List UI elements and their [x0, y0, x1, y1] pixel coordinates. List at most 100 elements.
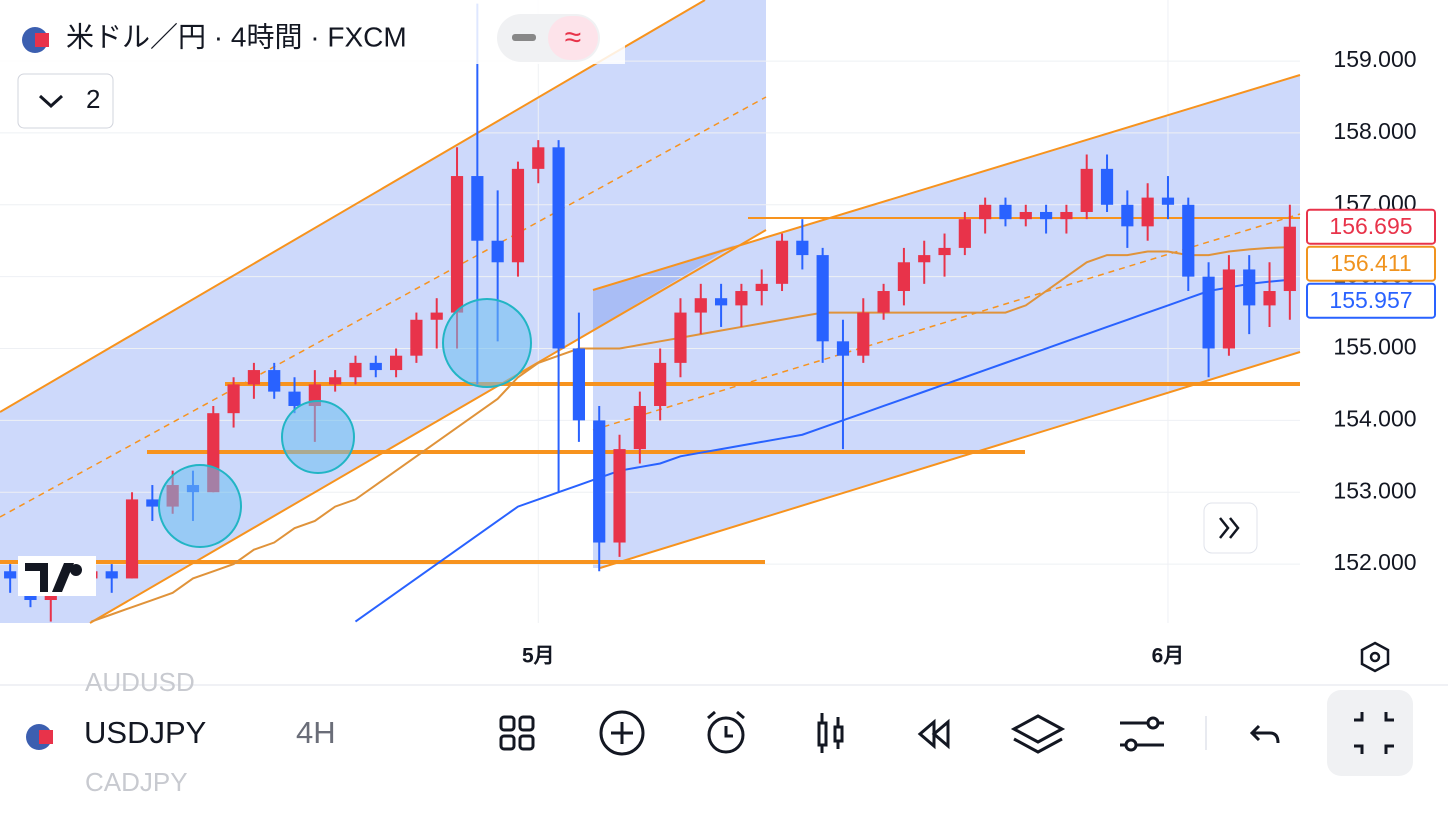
moving-average	[91, 246, 1290, 623]
candle-body	[877, 291, 890, 313]
flag-icon	[35, 33, 49, 47]
add-icon[interactable]	[599, 710, 645, 756]
candle-body	[227, 384, 240, 414]
candle-body	[1202, 276, 1215, 349]
candle-body	[755, 283, 768, 292]
candle-body	[146, 499, 159, 507]
candle-body	[816, 255, 829, 342]
settings-icon[interactable]	[1360, 641, 1390, 673]
channel-fill	[593, 245, 735, 330]
candle-body	[532, 147, 545, 169]
scroll-button[interactable]	[1203, 502, 1258, 554]
channel-fill	[593, 75, 1300, 568]
y-tick-label: 154.000	[1333, 405, 1416, 431]
candle-body	[369, 362, 382, 371]
status-icon-bg	[548, 16, 598, 60]
candle-body	[1080, 168, 1093, 212]
candle-body	[410, 319, 423, 356]
footer-bg	[0, 700, 470, 770]
circle-marker	[442, 298, 532, 388]
candle-body	[390, 355, 403, 371]
candle-body	[1040, 211, 1053, 220]
candle-body	[125, 499, 139, 579]
candle-body	[349, 362, 362, 378]
candle-body	[491, 240, 504, 263]
candle-body	[511, 168, 525, 263]
circle-marker	[158, 464, 242, 548]
candles	[4, 3, 1296, 623]
candle-body	[775, 240, 789, 284]
channel-line	[0, 0, 706, 413]
layers-icon[interactable]	[1010, 714, 1066, 754]
candle-body	[247, 370, 260, 385]
scroll-icon	[1219, 517, 1230, 539]
title: 米ドル／円 · 4時間 · FXCM	[66, 21, 407, 52]
drawings	[0, 0, 1301, 624]
candle-body	[268, 370, 281, 392]
indicator-toggle[interactable]	[17, 73, 114, 129]
price-label: 156.695	[1329, 213, 1412, 239]
candle-body	[715, 298, 728, 306]
undo-icon[interactable]	[1249, 724, 1280, 744]
candle-body	[1222, 269, 1235, 349]
layout-icon	[499, 734, 516, 751]
channel-mid	[0, 96, 767, 518]
candle-body	[613, 449, 626, 543]
replay-icon[interactable]	[917, 718, 950, 750]
price-label: 156.411	[1330, 250, 1411, 276]
status-icon: ≈	[565, 21, 581, 54]
scroll-icon	[1229, 517, 1240, 539]
layout-icon	[518, 734, 535, 751]
candle-body	[1243, 269, 1256, 306]
next-symbol: CADJPY	[85, 767, 188, 797]
y-tick-label: 158.000	[1333, 118, 1416, 144]
candle-body	[552, 147, 565, 349]
interval[interactable]: 4H	[296, 715, 336, 750]
fullscreen-button[interactable]	[1327, 690, 1413, 776]
candle-body	[1019, 211, 1032, 220]
candle-body	[1100, 168, 1114, 205]
candle-body	[450, 176, 464, 313]
y-tick-label: 152.000	[1333, 549, 1416, 575]
candle-body	[633, 405, 646, 450]
candle-body	[836, 341, 850, 356]
candle-body	[918, 255, 931, 263]
symbol[interactable]: USDJPY	[84, 715, 206, 750]
candle-body	[430, 312, 443, 320]
y-tick-label: 159.000	[1333, 46, 1416, 72]
candle-body	[796, 240, 809, 256]
candle-icon	[820, 713, 840, 753]
price-label-box	[1306, 282, 1436, 319]
candle-body	[999, 204, 1012, 220]
candle-body	[1121, 204, 1134, 227]
alert-icon[interactable]	[707, 716, 745, 754]
candle-body	[288, 391, 301, 406]
candle-body	[938, 247, 951, 256]
candle-body	[329, 377, 342, 385]
price-label: 155.957	[1329, 287, 1412, 313]
status-icon	[512, 34, 536, 41]
candle-body	[979, 204, 992, 220]
candle-body	[1263, 291, 1276, 306]
add-icon	[611, 722, 633, 744]
candle-body	[674, 312, 687, 363]
layout-icon[interactable]	[499, 715, 516, 732]
candle-body	[694, 298, 707, 313]
indicator-count: 2	[86, 84, 100, 114]
channel-line	[599, 351, 1301, 569]
y-tick-label: 155.000	[1333, 334, 1416, 360]
x-tick-label: 6月	[1152, 645, 1185, 668]
price-label-box	[1306, 208, 1436, 245]
candle-body	[471, 176, 484, 241]
logo	[25, 563, 74, 592]
candle-body	[958, 219, 971, 248]
candle-body	[735, 291, 748, 306]
candle-body	[593, 420, 606, 543]
circle-marker	[281, 400, 355, 474]
y-tick-label: 153.000	[1333, 477, 1416, 503]
candle-body	[105, 571, 118, 579]
logo	[70, 564, 82, 576]
candle-body	[1182, 204, 1195, 277]
layout-icon	[518, 715, 535, 732]
